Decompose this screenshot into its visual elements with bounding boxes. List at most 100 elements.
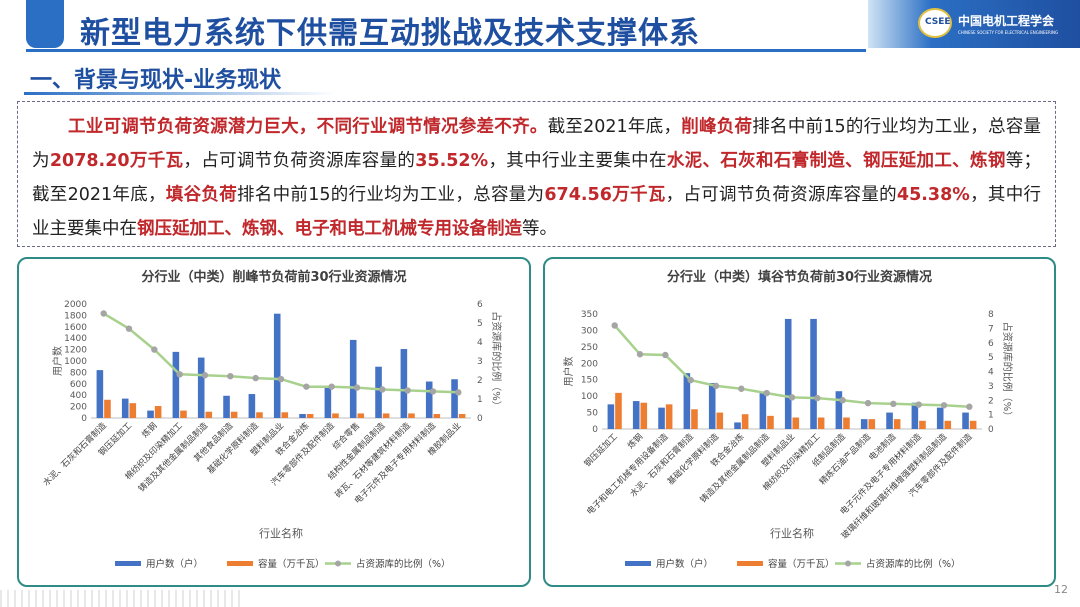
header-bar: 新型电力系统下供需互动挑战及技术支撑体系 CSEE 中国电机工程学会 CHINE… (0, 0, 1080, 52)
bar-users (810, 318, 817, 429)
ratio-point (662, 351, 669, 359)
bar-users (632, 401, 640, 429)
y2-axis-label: 占资源库的比例（%） (1001, 322, 1014, 422)
summary-highlight: 674.56万千瓦 (544, 185, 666, 205)
org-name: 中国电机工程学会 (958, 14, 1055, 28)
bar-users (835, 391, 843, 429)
org-abbr: CSEE (925, 17, 951, 27)
y-tick-label: 1800 (64, 311, 87, 321)
bar-capacity (230, 411, 238, 418)
ratio-point (353, 384, 361, 391)
bar-users (658, 407, 665, 429)
bar-users (607, 404, 615, 429)
y2-tick-label: 7 (988, 324, 994, 334)
ratio-point (864, 399, 872, 407)
bar-users (349, 339, 357, 418)
ratio-point (303, 383, 310, 390)
summary-highlight: 2078.20万千瓦 (49, 151, 184, 171)
bar-users (324, 387, 332, 418)
category-label: 炼钢 (625, 431, 645, 451)
bar-capacity (615, 392, 622, 429)
y2-tick-label: 1 (988, 411, 994, 421)
y-tick-label: 400 (70, 391, 87, 401)
ratio-point (763, 389, 770, 397)
valley-filling-chart: 分行业（中类）填谷节负荷前30行业资源情况 0 50 100 150 200 250 300 3… (543, 257, 1056, 587)
ratio-point (839, 397, 846, 404)
legend-swatch-users (625, 561, 651, 566)
y-tick-label: 1600 (64, 323, 87, 333)
ratio-point (429, 388, 437, 395)
y-tick-label: 200 (581, 359, 598, 369)
legend-label: 容量（万千瓦） (768, 558, 835, 570)
summary-highlight: 钢压延加工、炼钢、电子和电工机械专用设备制造 (137, 219, 522, 239)
category-label: 炼钢 (140, 420, 160, 440)
bar-capacity (919, 420, 926, 429)
bar-users (400, 349, 408, 418)
bar-users (147, 410, 154, 418)
ratio-point (890, 400, 897, 408)
y2-tick-label: 3 (477, 357, 483, 367)
y2-tick-label: 6 (477, 300, 483, 310)
bar-capacity (180, 410, 187, 418)
summary-highlight: 水泥、石灰和石膏制造、钢压延加工、炼钢 (666, 151, 1006, 171)
bar-capacity (893, 419, 901, 429)
bar-capacity (640, 402, 648, 429)
ratio-point (227, 373, 234, 380)
y-axis-label: 用户数 (51, 346, 64, 376)
ratio-point (328, 383, 335, 390)
bar-capacity (256, 412, 263, 418)
bar-capacity (408, 413, 415, 418)
bar-capacity (205, 411, 213, 418)
valley-filling-chart-svg: 分行业（中类）填谷节负荷前30行业资源情况0501001502002503003… (562, 269, 1014, 570)
y-tick-label: 600 (70, 380, 87, 390)
y-tick-label: 300 (581, 326, 598, 336)
y2-tick-label: 8 (988, 310, 994, 320)
title-underline (26, 49, 866, 52)
y-tick-label: 250 (581, 343, 598, 353)
bar-capacity (154, 406, 162, 418)
csee-emblem-icon: CSEE (918, 8, 952, 38)
bar-capacity (767, 415, 774, 429)
ratio-point (277, 375, 285, 383)
ratio-point (915, 401, 922, 408)
bar-capacity (357, 413, 365, 418)
y-tick-label: 350 (581, 310, 598, 320)
summary-text: 等。 (522, 219, 557, 239)
bar-users (425, 381, 433, 418)
bar-capacity (944, 420, 952, 429)
y2-tick-label: 6 (988, 339, 994, 349)
bar-capacity (433, 414, 441, 418)
chart-title: 分行业（中类）削峰节负荷前30行业资源情况 (141, 269, 406, 285)
bar-users (172, 351, 180, 418)
summary-text: 排名中前15的行业均为工业，总容量为 (237, 185, 545, 205)
summary-text: 截至2021年底， (547, 117, 682, 137)
bar-capacity (792, 417, 800, 429)
bar-users (451, 379, 458, 418)
bar-users (734, 422, 741, 429)
bar-users (96, 370, 104, 418)
legend-label: 用户数（户） (656, 558, 713, 570)
bar-users (784, 318, 792, 429)
ratio-point (379, 386, 386, 393)
page-number: 12 (1054, 583, 1068, 596)
legend-label: 用户数（户） (146, 558, 203, 570)
bar-users (962, 412, 969, 429)
bar-users (223, 395, 230, 418)
bar-capacity (843, 417, 850, 429)
y2-tick-label: 5 (988, 353, 994, 363)
y2-tick-label: 4 (477, 338, 483, 348)
bar-users (197, 357, 205, 418)
ratio-point (611, 322, 618, 329)
ratio-point (201, 372, 209, 379)
ratio-point (176, 371, 183, 378)
page-title: 新型电力系统下供需互动挑战及技术支撑体系 (80, 16, 700, 51)
legend-swatch-ratio-marker (335, 560, 341, 567)
bar-capacity (104, 399, 111, 418)
y2-tick-label: 2 (477, 376, 483, 386)
bar-users (683, 373, 691, 429)
chart-title: 分行业（中类）填谷节负荷前30行业资源情况 (667, 269, 932, 285)
y2-tick-label: 2 (988, 396, 994, 406)
peak-shaving-chart-svg: 分行业（中类）削峰节负荷前30行业资源情况0200400600800100012… (41, 269, 503, 570)
section-underline (24, 92, 336, 95)
legend-label: 占资源库的比例（%） (356, 558, 451, 570)
